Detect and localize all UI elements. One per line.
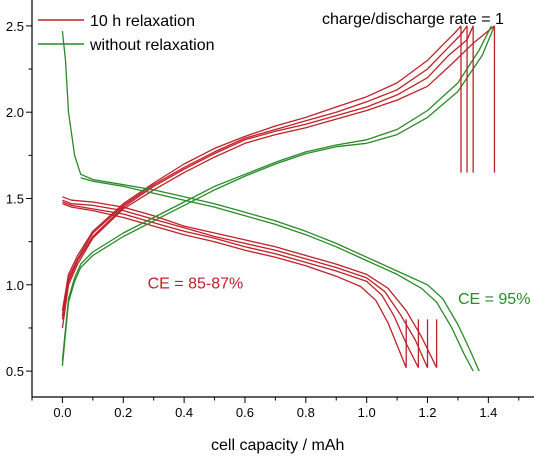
series-relaxation-discharge-0 xyxy=(62,196,438,368)
series-relaxation-charge-2 xyxy=(61,25,468,317)
series-relaxation-charge-0 xyxy=(61,25,495,329)
legend-label-no-relaxation: without relaxation xyxy=(89,37,215,54)
legend-label-relaxation: 10 h relaxation xyxy=(90,13,195,30)
x-tick-label: 0.4 xyxy=(175,405,193,420)
series-relaxation-charge-1 xyxy=(61,25,474,320)
series-no-relaxation-discharge-1 xyxy=(80,177,474,372)
y-tick-label: 2.5 xyxy=(6,19,24,34)
cutoff-lines xyxy=(405,25,496,368)
x-tick-label: 0.2 xyxy=(114,405,132,420)
series-no-relaxation-discharge-0 xyxy=(61,31,480,372)
series-relaxation-charge-3 xyxy=(61,25,462,311)
ce-annotation-red: CE = 85-87% xyxy=(148,275,244,292)
series-relaxation-discharge-1 xyxy=(62,199,429,368)
series-relaxation-discharge-2 xyxy=(62,201,419,368)
y-tick-label: 0.5 xyxy=(6,364,24,379)
ce-annotation-green: CE = 95% xyxy=(458,291,530,308)
x-tick-label: 1.4 xyxy=(479,405,497,420)
series-relaxation-discharge-3 xyxy=(62,203,407,368)
series-no-relaxation-charge-0 xyxy=(61,25,496,366)
ticks: 0.0 0.2 0.4 0.6 0.8 1.0 1.2 1.4 0.5 1.0 1.5 2.0 2.5 xyxy=(6,19,520,420)
y-tick-label: 1.5 xyxy=(6,192,24,207)
x-tick-label: 0.8 xyxy=(297,405,315,420)
plot-curves xyxy=(61,25,496,372)
legend: 10 h relaxation without relaxation xyxy=(38,13,215,54)
y-tick-label: 1.0 xyxy=(6,278,24,293)
rate-note: charge/discharge rate = 1 xyxy=(322,11,504,28)
x-tick-label: 1.0 xyxy=(358,405,376,420)
series-no-relaxation-charge-1 xyxy=(61,25,492,361)
y-tick-label: 2.0 xyxy=(6,105,24,120)
x-tick-label: 0.6 xyxy=(236,405,254,420)
axes xyxy=(31,0,534,398)
x-axis-label: cell capacity / mAh xyxy=(211,437,344,454)
x-tick-label: 0.0 xyxy=(53,405,71,420)
x-tick-label: 1.2 xyxy=(418,405,436,420)
